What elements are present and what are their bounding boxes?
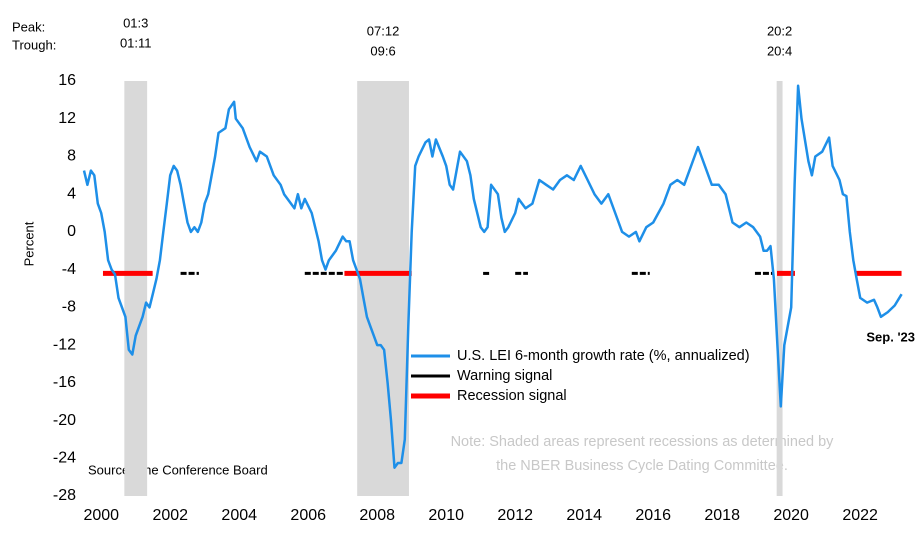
y-tick-label: 4: [67, 185, 76, 202]
legend-label: Recession signal: [457, 388, 567, 404]
recession-shade: [124, 81, 148, 496]
y-tick-label: -8: [62, 299, 76, 316]
y-tick-label: -12: [53, 336, 76, 353]
legend-label: Warning signal: [457, 368, 552, 384]
peak-label: Peak:: [12, 19, 45, 34]
recession-peak: 20:2: [767, 23, 792, 38]
y-tick-label: -24: [53, 449, 76, 466]
note: the NBER Business Cycle Dating Committee…: [496, 458, 788, 474]
y-tick-label: 16: [58, 72, 76, 89]
recession-shade: [776, 81, 783, 496]
x-tick-label: 2012: [497, 507, 533, 524]
x-tick-label: 2000: [83, 507, 119, 524]
end-label: Sep. '23: [866, 329, 915, 344]
y-tick-label: 12: [58, 110, 76, 127]
trough-label: Trough:: [12, 37, 56, 52]
recession-peak: 01:3: [123, 15, 148, 30]
y-tick-label: -20: [53, 412, 76, 429]
x-tick-label: 2014: [566, 507, 602, 524]
y-tick-label: 8: [67, 148, 76, 165]
recession-peak: 07:12: [367, 23, 400, 38]
x-tick-label: 2016: [635, 507, 671, 524]
x-tick-label: 2008: [359, 507, 395, 524]
recession-trough: 09:6: [370, 43, 395, 58]
x-tick-label: 2022: [842, 507, 878, 524]
source: Source: The Conference Board: [88, 462, 268, 477]
note: Note: Shaded areas represent recessions …: [451, 434, 835, 450]
y-tick-label: -4: [62, 261, 76, 278]
x-tick-label: 2004: [221, 507, 257, 524]
y-tick-label: -16: [53, 374, 76, 391]
y-tick-label: 0: [67, 223, 76, 240]
data-line: [82, 84, 903, 469]
x-tick-label: 2010: [428, 507, 464, 524]
y-axis-title: Percent: [21, 221, 36, 266]
recession-trough: 20:4: [767, 43, 792, 58]
x-tick-label: 2020: [773, 507, 809, 524]
x-tick-label: 2018: [704, 507, 740, 524]
x-tick-label: 2002: [152, 507, 188, 524]
legend-label: U.S. LEI 6-month growth rate (%, annuali…: [457, 348, 750, 364]
y-tick-label: -28: [53, 487, 76, 504]
recession-shade: [357, 81, 409, 496]
x-tick-label: 2006: [290, 507, 326, 524]
recession-trough: 01:11: [120, 35, 152, 50]
